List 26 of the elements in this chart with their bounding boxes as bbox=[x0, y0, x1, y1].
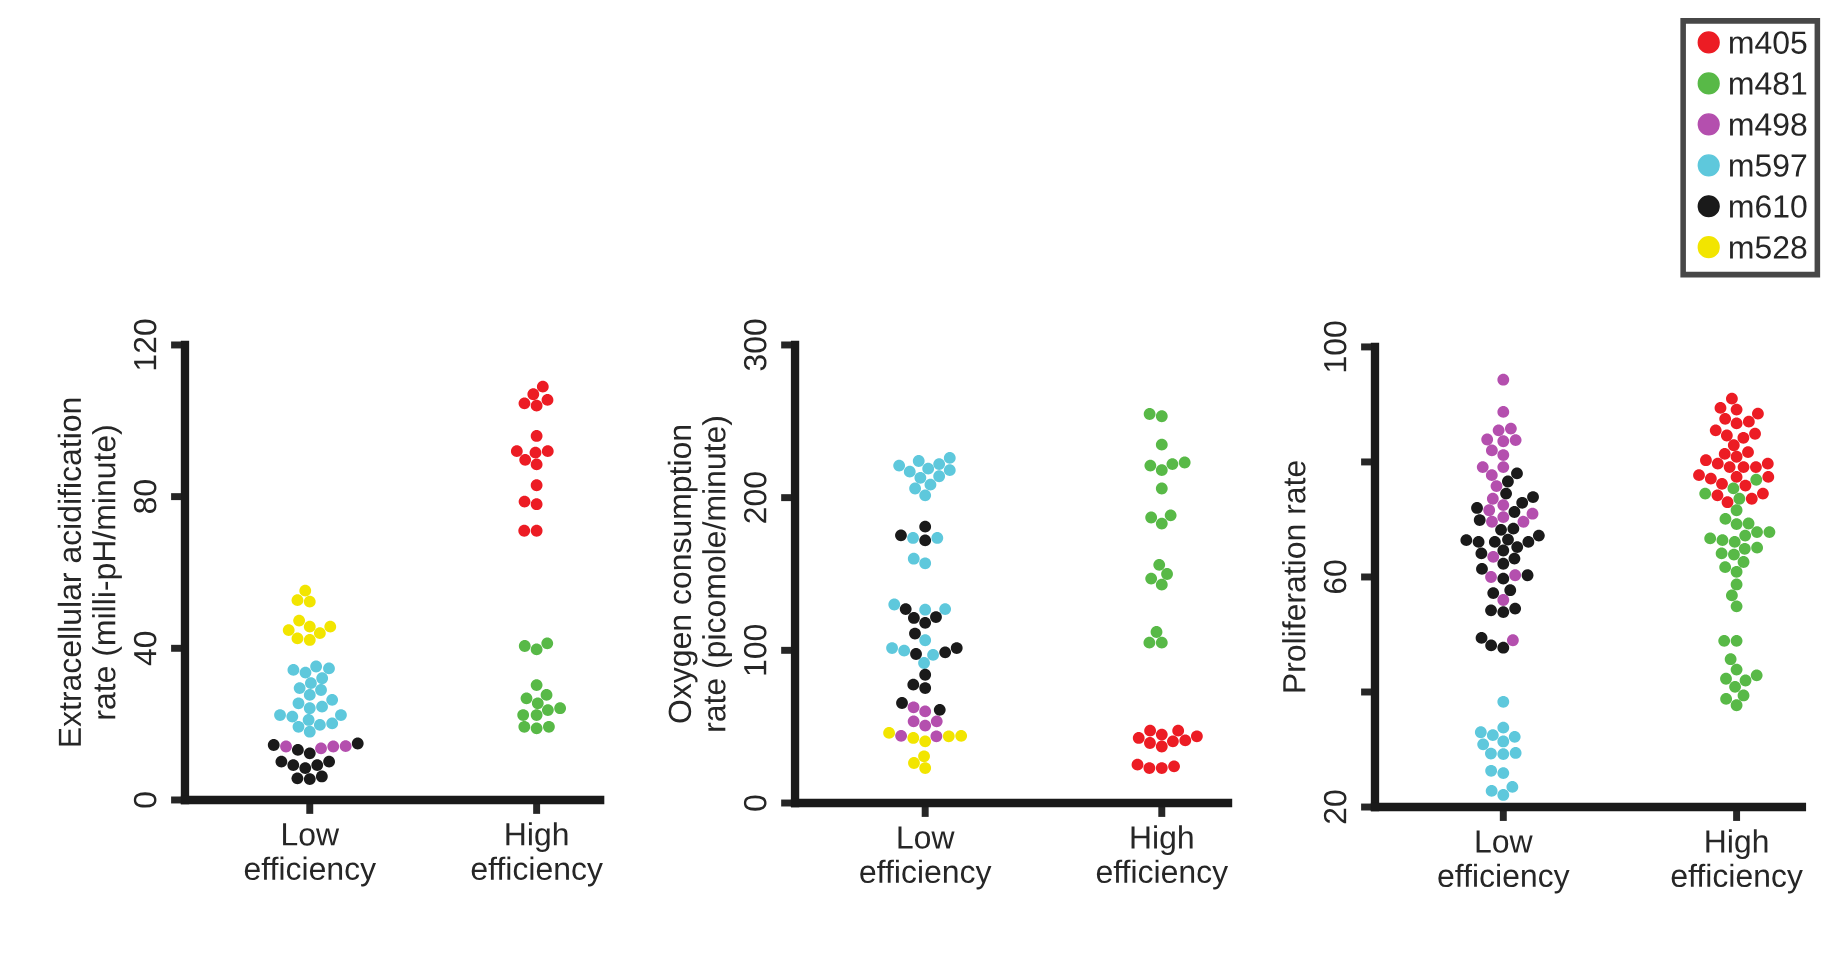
y-tick-label: 20 bbox=[1323, 790, 1347, 824]
legend-label: m405 bbox=[1729, 31, 1807, 54]
y-tick-label: 100 bbox=[743, 624, 767, 675]
x-tick-label: High efficiency bbox=[471, 822, 603, 887]
y-tick-label: 0 bbox=[133, 792, 157, 808]
legend-label: m597 bbox=[1729, 154, 1807, 177]
y-tick-label: 40 bbox=[133, 631, 157, 666]
x-tick-label: High efficiency bbox=[1671, 829, 1803, 894]
legend-label: m528 bbox=[1729, 236, 1807, 259]
y-tick-label: 0 bbox=[743, 795, 767, 811]
y-tick-label: 300 bbox=[743, 319, 767, 371]
legend-label: m498 bbox=[1729, 113, 1807, 136]
x-tick-label: High efficiency bbox=[1096, 825, 1229, 890]
x-tick-label: Low efficiency bbox=[244, 823, 376, 887]
y-tick-label: 100 bbox=[1323, 321, 1347, 372]
y-tick-label: 200 bbox=[743, 472, 767, 523]
y-tick-label: 80 bbox=[133, 480, 157, 514]
y-tick-label: 120 bbox=[133, 319, 157, 370]
y-tick-label: 60 bbox=[1323, 560, 1347, 594]
x-tick-label: Low efficiency bbox=[860, 826, 992, 890]
legend-label: m481 bbox=[1729, 72, 1807, 95]
y-axis-title: Extracellular acidification rate (milli-pH/minute) bbox=[57, 398, 122, 746]
x-tick-label: Low efficiency bbox=[1438, 830, 1570, 894]
y-axis-title: Proliferation rate bbox=[1282, 461, 1306, 692]
y-axis-title: Oxygen consumption rate (picomole/minute) bbox=[667, 417, 732, 731]
legend-label: m610 bbox=[1729, 195, 1807, 218]
